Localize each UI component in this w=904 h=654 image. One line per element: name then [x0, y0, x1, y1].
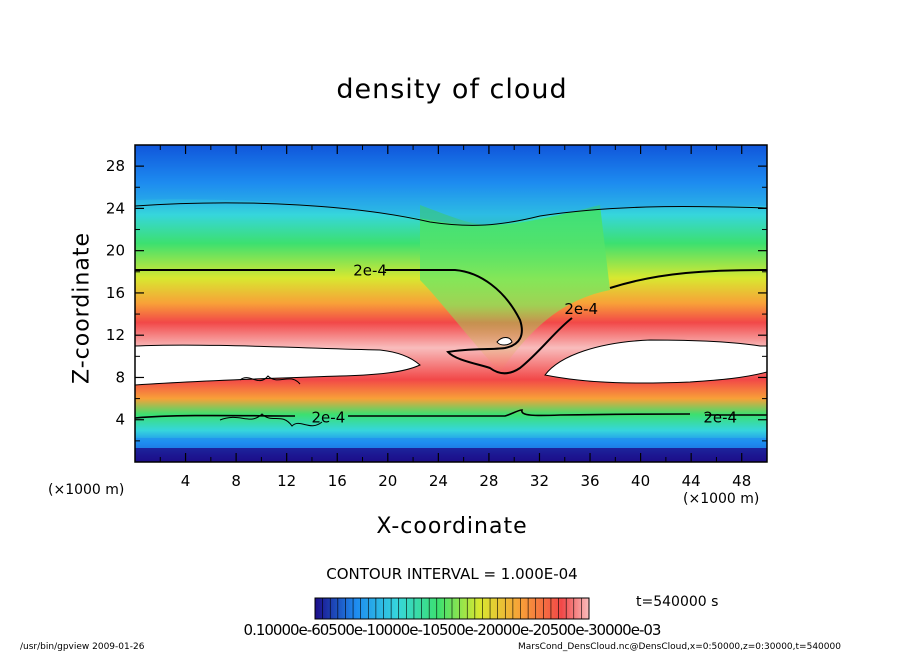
colorbar-ticks	[314, 598, 590, 619]
x-tick-label: 8	[231, 472, 241, 490]
plot-frame	[134, 144, 768, 463]
x-axis-label: X-coordinate	[376, 514, 528, 539]
y-tick-label: 24	[106, 199, 125, 217]
white-speck	[496, 337, 513, 346]
x-unit-label-left: (×1000 m)	[48, 482, 125, 498]
x-unit-label-right: (×1000 m)	[683, 491, 760, 507]
y-tick-label: 20	[106, 242, 125, 260]
lower-blue-band	[135, 438, 767, 448]
y-axis: 4 8 12 16 20 24 28	[106, 157, 767, 442]
colorbar-labels: 0.10000e-60500e-10000e-10500e-20000e-205…	[243, 621, 662, 639]
white-region-left	[135, 344, 421, 386]
x-tick-label: 32	[530, 472, 549, 490]
footer-source: MarsCond_DensCloud.nc@DensCloud,x=0:5000…	[518, 642, 841, 652]
y-axis-label: Z-coordinate	[69, 232, 95, 384]
heatmap-field	[135, 145, 767, 462]
x-tick-label: 16	[328, 472, 347, 490]
time-label: t=540000 s	[636, 594, 719, 610]
contour-value-label: 2e-4	[564, 300, 598, 318]
x-tick-label: 48	[732, 472, 751, 490]
x-tick-label: 24	[429, 472, 448, 490]
y-tick-label: 28	[106, 157, 125, 175]
y-tick-label: 4	[115, 411, 125, 429]
green-plume	[420, 205, 610, 372]
chart-title: density of cloud	[336, 74, 568, 105]
lower-purple-band	[135, 448, 767, 462]
x-tick-label: 36	[580, 472, 599, 490]
contour-ragged	[219, 375, 323, 427]
y-tick-label: 8	[115, 368, 125, 386]
y-tick-label: 16	[106, 284, 125, 302]
x-axis: 4 8 12 16 20 24 28 32 36 40 44 48	[159, 145, 751, 490]
contour-value-label: 2e-4	[353, 262, 387, 280]
x-tick-label: 40	[631, 472, 650, 490]
contour-labels: 2e-4 2e-4 2e-4 2e-4	[312, 262, 738, 427]
contour-lower	[135, 409, 767, 419]
x-tick-label: 4	[181, 472, 191, 490]
x-tick-label: 12	[277, 472, 296, 490]
contour-value-label: 2e-4	[703, 409, 737, 427]
contour-value-label: 2e-4	[312, 409, 346, 427]
contour-top-boundary	[135, 202, 767, 226]
x-tick-label: 28	[479, 472, 498, 490]
footer-command: /usr/bin/gpview 2009-01-26	[20, 642, 145, 652]
y-tick-label: 12	[106, 326, 125, 344]
white-region-right	[544, 339, 767, 384]
cyan-dip	[135, 145, 767, 225]
x-tick-label: 44	[682, 472, 701, 490]
contour-upper	[135, 269, 767, 375]
x-tick-label: 20	[378, 472, 397, 490]
contour-interval-label: CONTOUR INTERVAL = 1.000E-04	[326, 565, 578, 583]
